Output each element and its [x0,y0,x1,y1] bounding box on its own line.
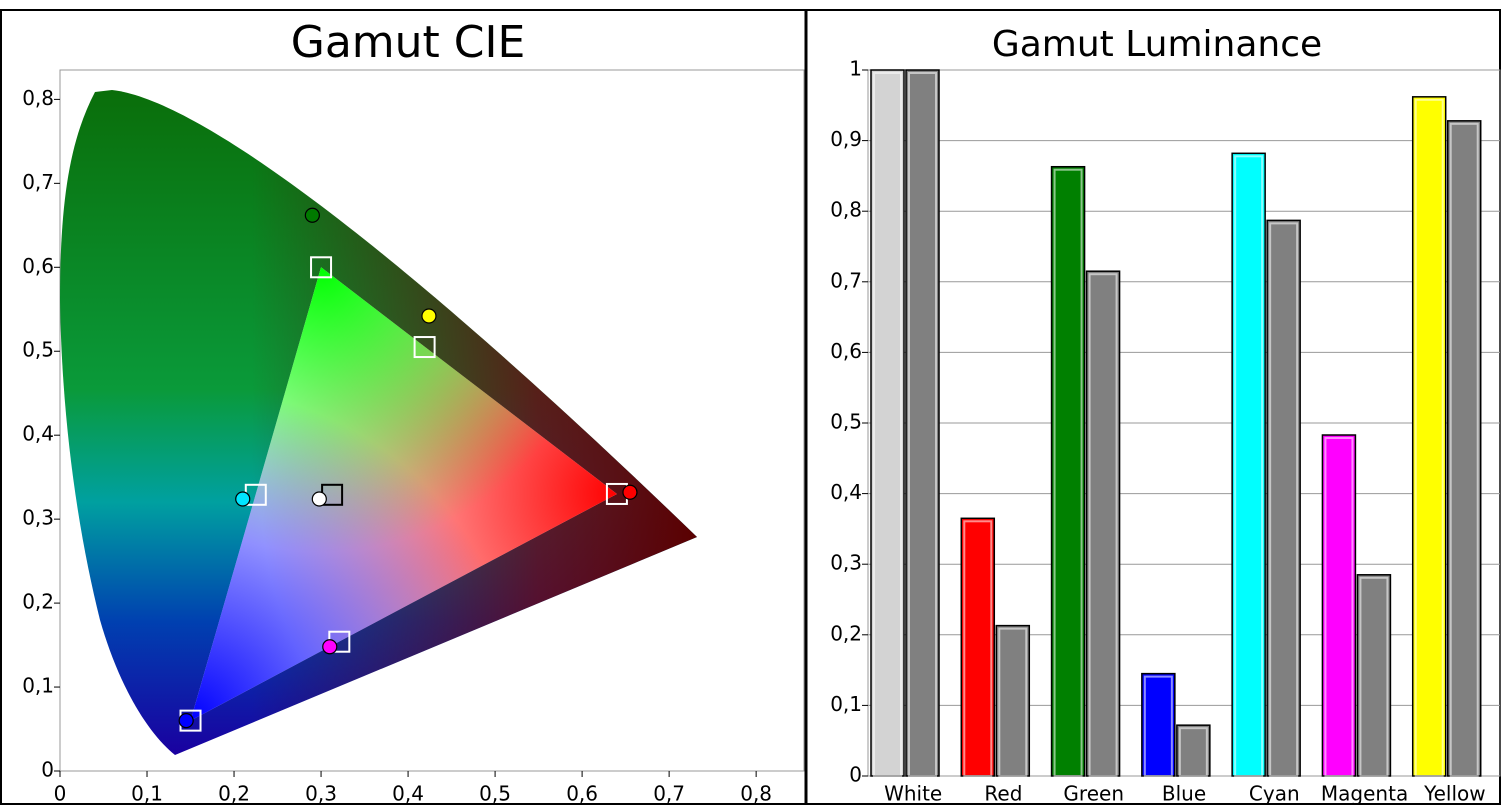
bar [905,69,940,777]
bar [1176,724,1211,777]
x-tick-label: Blue [1162,782,1206,805]
bar-highlight [1088,273,1118,777]
bar-highlight [873,72,902,777]
bar [1321,434,1357,777]
x-tick-label: 0,5 [479,782,511,805]
x-tick-label: Cyan [1249,782,1300,805]
x-tick-label: 0,1 [131,782,163,805]
bar-highlight [1178,727,1208,778]
bar [1356,574,1392,777]
x-tick-label: 0,6 [566,782,598,805]
bar [1141,672,1176,777]
x-tick-label: 0,2 [218,782,250,805]
x-tick-label: 0 [54,782,67,805]
x-tick-label: Yellow [1423,782,1486,805]
measured-point [622,484,638,500]
y-tick-label: 0 [849,763,862,787]
y-tick-label: 0,6 [830,339,862,363]
bar [1231,152,1266,777]
bar-highlight [1359,576,1389,777]
bar [1050,165,1086,777]
measured-point [304,207,320,223]
y-tick-label: 0,3 [830,551,862,575]
bar-highlight [963,520,993,777]
measured-point [322,639,338,655]
x-tick-label: White [884,782,942,805]
x-tick-label: 0,8 [740,782,772,805]
x-tick-label: 0,4 [392,782,424,805]
y-tick-label: 0,7 [830,268,862,292]
x-tick-label: Green [1063,782,1124,805]
measured-point [178,713,194,729]
bar-highlight [1143,675,1173,778]
bar-highlight [1269,222,1299,778]
bar-highlight [1414,98,1444,777]
y-tick-label: 0,8 [830,198,862,222]
y-tick-label: 0,5 [830,410,862,434]
bar-highlight [1324,437,1354,777]
chart-title: Gamut CIE [291,17,526,68]
target-square [310,256,333,279]
x-tick-label: 0,3 [305,782,337,805]
bar-highlight [998,627,1028,778]
target-square [413,336,436,359]
x-tick-label: Red [984,782,1022,805]
y-tick-label: 0,5 [22,338,54,362]
bar-highlight [1234,155,1264,778]
bar [1085,270,1121,777]
plot-frame [59,69,805,772]
y-tick-label: 0,2 [22,590,54,614]
gamut-shade [190,267,617,721]
y-tick-label: 0,6 [22,254,54,278]
y-tick-label: 0,4 [830,480,862,504]
chart-title: Gamut Luminance [992,24,1322,65]
y-tick-label: 0,2 [830,621,862,645]
x-tick-label: Magenta [1321,782,1408,805]
y-tick-label: 0,3 [22,506,54,530]
y-tick-label: 0 [41,758,54,782]
bar-highlight [1053,168,1083,778]
y-tick-label: 0,1 [830,692,862,716]
bar-highlight [908,72,937,777]
bar [960,517,996,777]
bar [1411,96,1447,777]
bar [870,69,905,777]
measured-point [421,308,437,324]
y-tick-label: 0,7 [22,170,54,194]
y-tick-label: 1 [849,57,862,81]
bar [1446,120,1482,777]
bar-highlight [1449,122,1479,778]
bar [995,624,1031,777]
measured-point [311,491,327,507]
x-tick-label: 0,7 [653,782,685,805]
y-tick-label: 0,8 [22,86,54,110]
y-tick-label: 0,9 [830,127,862,151]
measured-point [235,491,251,507]
bar [1266,219,1301,777]
y-tick-label: 0,1 [22,674,54,698]
y-tick-label: 0,4 [22,422,54,446]
